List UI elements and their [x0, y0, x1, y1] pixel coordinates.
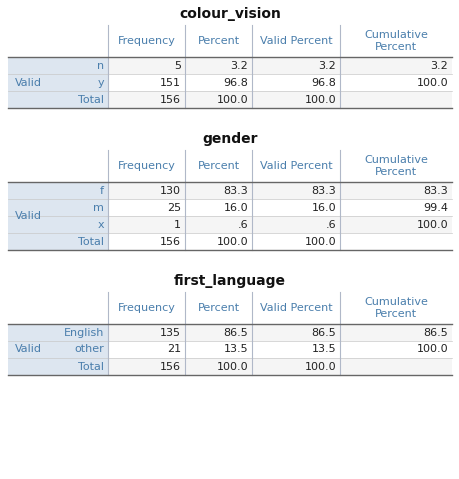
- Text: 156: 156: [160, 362, 180, 372]
- Text: gender: gender: [202, 132, 257, 146]
- Text: Total: Total: [78, 94, 104, 104]
- Bar: [108, 233, 451, 250]
- Text: Valid: Valid: [15, 78, 41, 88]
- Text: 135: 135: [160, 328, 180, 338]
- Text: Percent: Percent: [197, 161, 239, 171]
- Bar: [8, 57, 108, 74]
- Text: f: f: [100, 185, 104, 195]
- Text: .6: .6: [325, 219, 335, 229]
- Text: 83.3: 83.3: [422, 185, 447, 195]
- Text: 3.2: 3.2: [318, 60, 335, 70]
- Text: 86.5: 86.5: [223, 328, 247, 338]
- Text: 156: 156: [160, 237, 180, 247]
- Text: Valid Percent: Valid Percent: [259, 161, 331, 171]
- Text: colour_vision: colour_vision: [179, 7, 280, 21]
- Bar: [108, 91, 451, 108]
- Text: other: other: [74, 344, 104, 354]
- Text: 3.2: 3.2: [429, 60, 447, 70]
- Text: 21: 21: [167, 344, 180, 354]
- Bar: [8, 341, 108, 358]
- Text: Valid: Valid: [15, 211, 41, 221]
- Bar: [108, 216, 451, 233]
- Text: 100.0: 100.0: [415, 219, 447, 229]
- Text: 13.5: 13.5: [311, 344, 335, 354]
- Text: 100.0: 100.0: [304, 237, 335, 247]
- Text: Frequency: Frequency: [118, 36, 175, 46]
- Bar: [8, 216, 108, 233]
- Text: 83.3: 83.3: [223, 185, 247, 195]
- Bar: [8, 182, 108, 199]
- Text: y: y: [97, 78, 104, 88]
- Text: Total: Total: [78, 237, 104, 247]
- Text: 1: 1: [174, 219, 180, 229]
- Text: Cumulative
Percent: Cumulative Percent: [363, 155, 427, 177]
- Text: 156: 156: [160, 94, 180, 104]
- Text: 96.8: 96.8: [310, 78, 335, 88]
- Text: Frequency: Frequency: [118, 303, 175, 313]
- Text: Percent: Percent: [197, 303, 239, 313]
- Text: Valid Percent: Valid Percent: [259, 303, 331, 313]
- Bar: [8, 233, 108, 250]
- Text: Percent: Percent: [197, 36, 239, 46]
- Text: m: m: [93, 203, 104, 213]
- Text: 25: 25: [167, 203, 180, 213]
- Bar: [108, 324, 451, 341]
- Text: first_language: first_language: [174, 274, 285, 288]
- Text: Cumulative
Percent: Cumulative Percent: [363, 297, 427, 319]
- Bar: [8, 91, 108, 108]
- Text: 96.8: 96.8: [223, 78, 247, 88]
- Text: Valid: Valid: [15, 344, 41, 354]
- Text: 99.4: 99.4: [422, 203, 447, 213]
- Text: 100.0: 100.0: [216, 94, 247, 104]
- Bar: [108, 199, 451, 216]
- Text: 100.0: 100.0: [415, 344, 447, 354]
- Text: English: English: [63, 328, 104, 338]
- Bar: [108, 358, 451, 375]
- Text: 5: 5: [174, 60, 180, 70]
- Text: 100.0: 100.0: [304, 362, 335, 372]
- Text: 3.2: 3.2: [230, 60, 247, 70]
- Text: n: n: [97, 60, 104, 70]
- Bar: [8, 324, 108, 341]
- Text: 100.0: 100.0: [216, 362, 247, 372]
- Bar: [108, 182, 451, 199]
- Text: Cumulative
Percent: Cumulative Percent: [363, 30, 427, 52]
- Text: 16.0: 16.0: [311, 203, 335, 213]
- Text: Valid Percent: Valid Percent: [259, 36, 331, 46]
- Bar: [108, 341, 451, 358]
- Bar: [8, 199, 108, 216]
- Text: 100.0: 100.0: [415, 78, 447, 88]
- Text: x: x: [97, 219, 104, 229]
- Text: 83.3: 83.3: [311, 185, 335, 195]
- Text: 100.0: 100.0: [216, 237, 247, 247]
- Text: 86.5: 86.5: [422, 328, 447, 338]
- Text: .6: .6: [237, 219, 247, 229]
- Text: 100.0: 100.0: [304, 94, 335, 104]
- Bar: [108, 57, 451, 74]
- Text: Frequency: Frequency: [118, 161, 175, 171]
- Text: 86.5: 86.5: [311, 328, 335, 338]
- Text: Total: Total: [78, 362, 104, 372]
- Text: 151: 151: [160, 78, 180, 88]
- Bar: [8, 358, 108, 375]
- Text: 130: 130: [160, 185, 180, 195]
- Bar: [108, 74, 451, 91]
- Bar: [8, 74, 108, 91]
- Text: 13.5: 13.5: [223, 344, 247, 354]
- Text: 16.0: 16.0: [223, 203, 247, 213]
